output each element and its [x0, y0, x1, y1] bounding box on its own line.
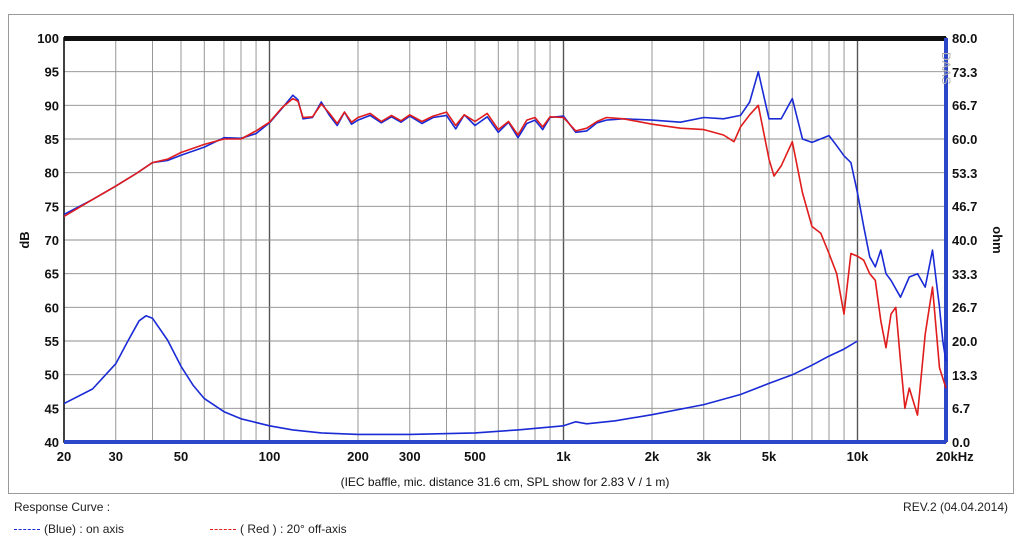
y-tick-label: 100	[37, 31, 59, 46]
response-curve-title: Response Curve :	[14, 500, 111, 514]
x-tick-label: 50	[174, 449, 188, 464]
frequency-response-chart: DAAS 100 95 90 85 80 75 70 65 60 55 50 45 40 80.0 73.3…	[17, 31, 1005, 489]
chart-frame: DAAS 100 95 90 85 80 75 70 65 60 55 50 45 40 80.0 73.3…	[8, 14, 1014, 494]
y2-tick-label: 53.3	[952, 166, 977, 181]
y-tick-label: 80	[45, 166, 59, 181]
y-tick-label: 85	[45, 132, 59, 147]
grid: DAAS	[63, 36, 953, 444]
x-tick-label: 200	[347, 449, 369, 464]
y2-tick-label: 40.0	[952, 233, 977, 248]
y-tick-label: 55	[45, 334, 59, 349]
y-tick-label: 40	[45, 435, 59, 450]
y-tick-label: 70	[45, 233, 59, 248]
y2-tick-label: 73.3	[952, 65, 977, 80]
y2-tick-label: 60.0	[952, 132, 977, 147]
series-line--blue-on-axis	[63, 70, 947, 362]
y-tick-label: 75	[45, 199, 59, 214]
x-tick-label: 30	[109, 449, 123, 464]
right-axis-band	[944, 38, 948, 442]
y2-tick-label: 80.0	[952, 31, 977, 46]
y-tick-label: 95	[45, 65, 59, 80]
y-tick-label: 45	[45, 401, 59, 416]
y2-tick-label: 6.7	[952, 401, 970, 416]
legend-blue: (Blue) : on axis	[14, 522, 124, 536]
x-tick-label: 100	[259, 449, 281, 464]
y2-tick-label: 20.0	[952, 334, 977, 349]
y-axis-title: dB	[17, 231, 32, 248]
y2-tick-label: 13.3	[952, 368, 977, 383]
x-tick-label: 1k	[556, 449, 571, 464]
watermark-text: DAAS	[939, 52, 953, 85]
legend-red-label: ( Red ) : 20° off-axis	[240, 522, 347, 536]
legend-blue-swatch	[14, 529, 40, 531]
x-tick-label: 5k	[762, 449, 777, 464]
x-tick-label: 300	[399, 449, 421, 464]
bottom-axis-band	[64, 440, 946, 444]
x-tick-label: 20	[57, 449, 71, 464]
x-tick-label: 500	[464, 449, 486, 464]
x-tick-label: 2k	[645, 449, 660, 464]
y2-tick-label: 26.7	[952, 300, 977, 315]
x-tick-label: 10k	[847, 449, 869, 464]
y2-tick-label: 66.7	[952, 98, 977, 113]
axis-labels: 100 95 90 85 80 75 70 65 60 55 50 45 40 80.0 73.3 66.7 6…	[17, 31, 1005, 489]
y2-tick-label: 0.0	[952, 435, 970, 450]
x-tick-label: 20kHz	[936, 449, 974, 464]
series-group	[63, 70, 947, 436]
revision-label: REV.2 (04.04.2014)	[903, 500, 1008, 514]
series-line-impedance	[63, 315, 858, 436]
y-tick-label: 60	[45, 300, 59, 315]
legend-red: ( Red ) : 20° off-axis	[210, 522, 347, 536]
y2-tick-label: 33.3	[952, 267, 977, 282]
y-tick-label: 65	[45, 267, 59, 282]
x-axis-title: (IEC baffle, mic. distance 31.6 cm, SPL …	[341, 475, 670, 489]
legend-blue-label: (Blue) : on axis	[44, 522, 125, 536]
legend-red-swatch	[210, 529, 236, 531]
y2-axis-title: ohm	[990, 226, 1005, 253]
series-line--red-20-off-axis	[63, 97, 947, 416]
x-tick-label: 3k	[697, 449, 712, 464]
y2-tick-label: 46.7	[952, 199, 977, 214]
y-tick-label: 50	[45, 368, 59, 383]
y-tick-label: 90	[45, 98, 59, 113]
